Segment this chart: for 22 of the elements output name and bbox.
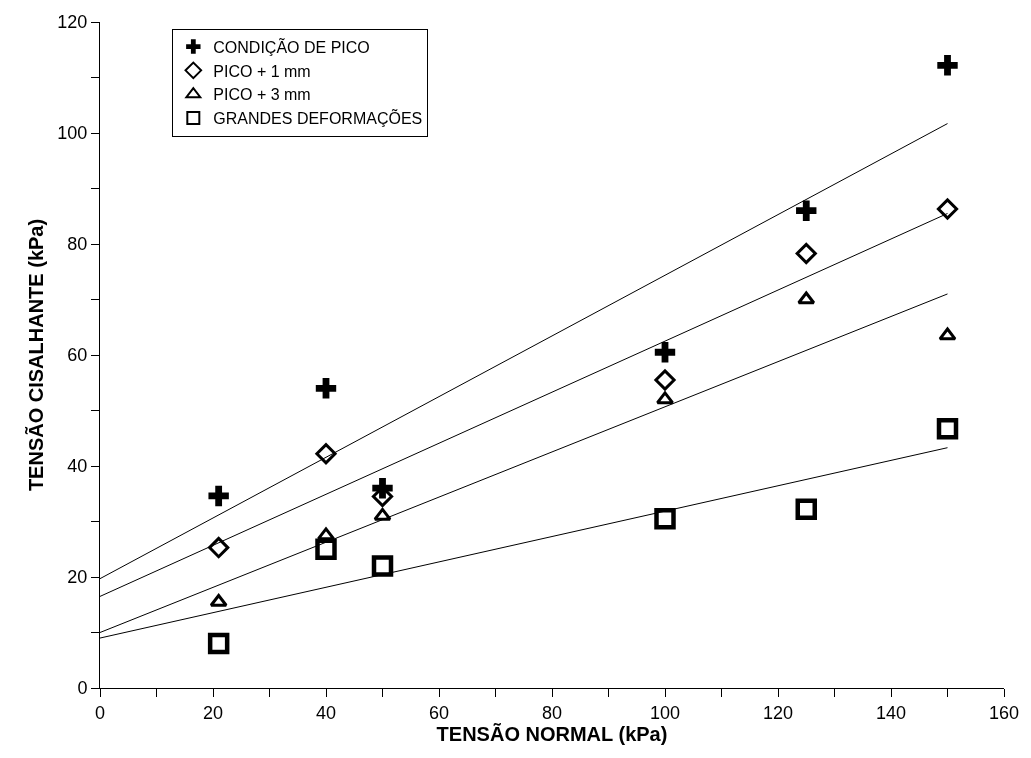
x-tick-label: 80 (541, 702, 563, 723)
y-tick-label: 60 (67, 345, 88, 366)
y-tick-label: 120 (57, 12, 88, 33)
y-axis-title: TENSÃO CISALHANTE (kPa) (24, 218, 47, 492)
x-tick-label: 0 (94, 702, 106, 723)
legend-label: PICO + 3 mm (213, 86, 311, 104)
x-tick-label: 160 (988, 702, 1020, 723)
x-tick-label: 140 (875, 702, 907, 723)
x-tick-label: 100 (649, 702, 681, 723)
x-tick-label: 40 (315, 702, 337, 723)
legend-label: GRANDES DEFORMAÇÕES (213, 108, 423, 128)
y-tick-label: 0 (77, 678, 88, 699)
x-axis-title: TENSÃO NORMAL (kPa) (436, 722, 668, 745)
legend-label: PICO + 1 mm (213, 62, 311, 80)
x-tick-label: 60 (428, 702, 450, 723)
legend-label: CONDIÇÃO DE PICO (213, 36, 370, 56)
y-tick-label: 80 (67, 234, 88, 255)
y-tick-label: 100 (57, 123, 88, 144)
y-tick-label: 40 (67, 456, 88, 477)
x-tick-label: 120 (762, 702, 794, 723)
y-tick-label: 20 (67, 567, 88, 588)
x-tick-label: 20 (202, 702, 224, 723)
